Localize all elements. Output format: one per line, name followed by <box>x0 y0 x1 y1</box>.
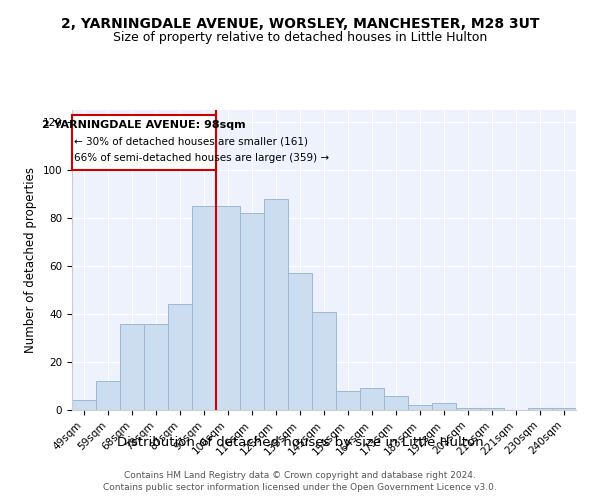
Bar <box>360 388 384 410</box>
Bar <box>96 381 120 410</box>
Bar <box>168 304 192 410</box>
Text: 2, YARNINGDALE AVENUE, WORSLEY, MANCHESTER, M28 3UT: 2, YARNINGDALE AVENUE, WORSLEY, MANCHEST… <box>61 18 539 32</box>
Bar <box>528 408 552 410</box>
Text: 66% of semi-detached houses are larger (359) →: 66% of semi-detached houses are larger (… <box>74 153 329 163</box>
Bar <box>288 273 312 410</box>
Bar <box>240 213 264 410</box>
Bar <box>144 324 168 410</box>
Bar <box>192 206 216 410</box>
Text: Contains HM Land Registry data © Crown copyright and database right 2024.: Contains HM Land Registry data © Crown c… <box>124 472 476 480</box>
Bar <box>216 206 240 410</box>
Bar <box>264 199 288 410</box>
Bar <box>336 391 360 410</box>
Bar <box>432 403 456 410</box>
Bar <box>552 408 576 410</box>
Bar <box>480 408 504 410</box>
Y-axis label: Number of detached properties: Number of detached properties <box>24 167 37 353</box>
Bar <box>72 400 96 410</box>
Bar <box>384 396 408 410</box>
Text: 2 YARNINGDALE AVENUE: 98sqm: 2 YARNINGDALE AVENUE: 98sqm <box>42 120 246 130</box>
Bar <box>408 405 432 410</box>
Bar <box>312 312 336 410</box>
Text: ← 30% of detached houses are smaller (161): ← 30% of detached houses are smaller (16… <box>74 136 308 146</box>
Bar <box>456 408 480 410</box>
Bar <box>120 324 144 410</box>
FancyBboxPatch shape <box>72 115 216 170</box>
Text: Contains public sector information licensed under the Open Government Licence v3: Contains public sector information licen… <box>103 483 497 492</box>
Text: Distribution of detached houses by size in Little Hulton: Distribution of detached houses by size … <box>116 436 484 449</box>
Text: Size of property relative to detached houses in Little Hulton: Size of property relative to detached ho… <box>113 31 487 44</box>
